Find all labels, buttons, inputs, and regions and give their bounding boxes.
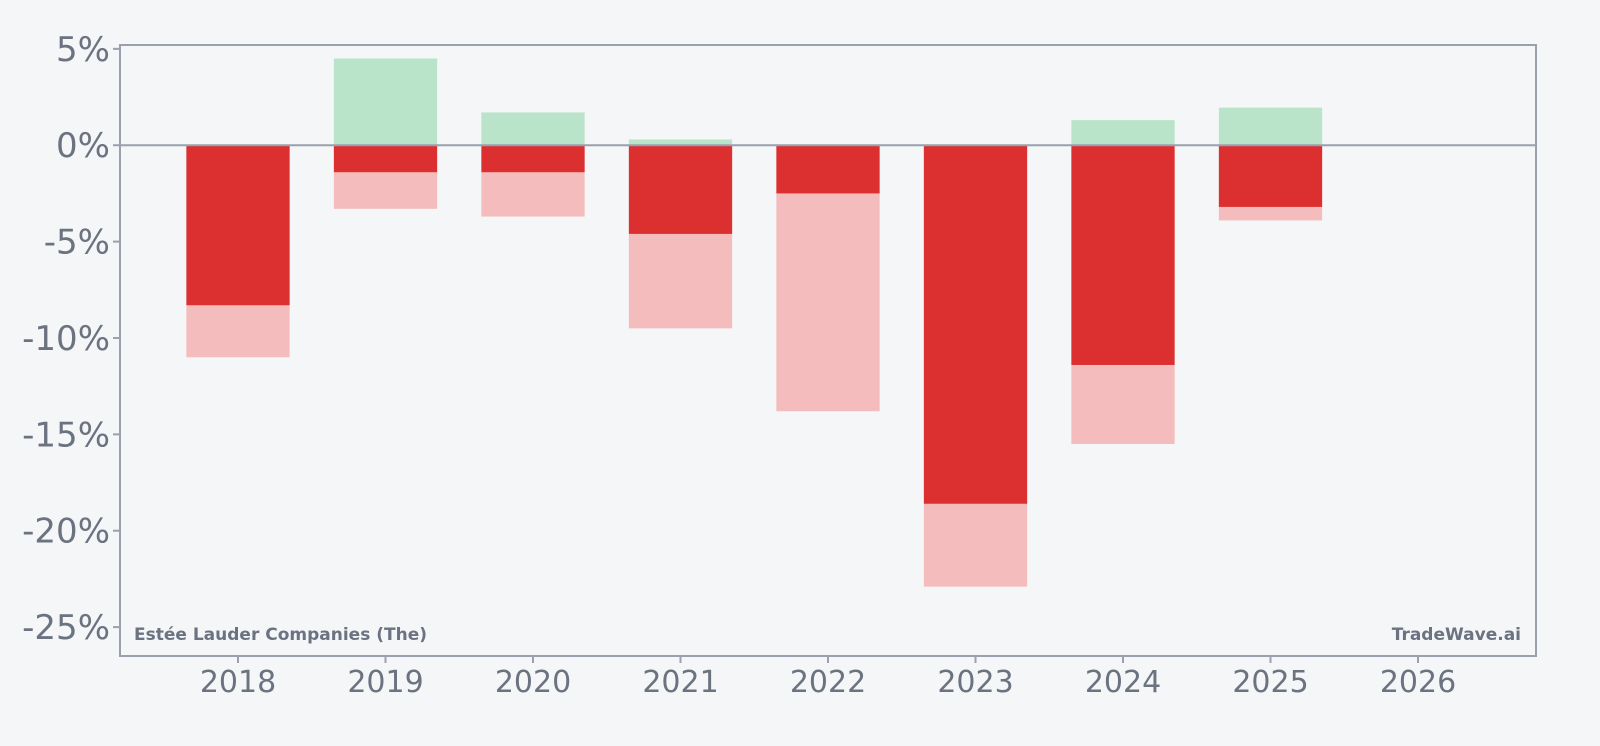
bar-gain-2019: [333, 58, 438, 146]
x-tick-label: 2018: [200, 665, 276, 700]
y-tick-label: -20%: [22, 512, 110, 552]
y-tick-label: -25%: [22, 608, 110, 648]
bar-loss-dark-2018: [186, 145, 290, 306]
x-tick-label: 2024: [1085, 665, 1161, 700]
x-tick-label: 2025: [1232, 665, 1308, 700]
bar-gain-2020: [481, 112, 585, 146]
y-tick-label: 5%: [56, 30, 110, 70]
x-tick-label: 2019: [347, 665, 423, 700]
bar-loss-dark-2025: [1218, 145, 1323, 207]
x-tick-label: 2023: [937, 665, 1013, 700]
x-axis: 2018 2019 2020 2021 2022 2023 2024 2025 2026: [200, 656, 1456, 700]
y-axis: 5% 0% -5% -10% -15% -20% -25%: [22, 30, 120, 648]
bar-gain-2024: [1071, 120, 1175, 146]
y-tick-label: -15%: [22, 415, 110, 455]
y-tick-label: 0%: [56, 126, 110, 166]
x-tick-label: 2026: [1380, 665, 1456, 700]
y-tick-label: -5%: [44, 223, 110, 263]
bar-loss-dark-2023: [923, 145, 1028, 504]
bar-loss-dark-2024: [1071, 145, 1175, 365]
y-tick-label: -10%: [22, 319, 110, 359]
watermark-brand: TradeWave.ai: [1392, 625, 1521, 645]
x-tick-label: 2022: [790, 665, 866, 700]
watermark-company: Estée Lauder Companies (The): [134, 625, 427, 645]
bar-loss-dark-2021: [628, 145, 733, 234]
bar-gain-2025: [1218, 107, 1323, 146]
bars-layer: [186, 58, 1323, 587]
bar-gain-2021: [628, 139, 733, 146]
bar-loss-dark-2020: [481, 145, 585, 173]
bar-loss-dark-2019: [333, 145, 438, 173]
x-tick-label: 2021: [642, 665, 718, 700]
bar-loss-dark-2022: [776, 145, 880, 194]
x-tick-label: 2020: [495, 665, 571, 700]
